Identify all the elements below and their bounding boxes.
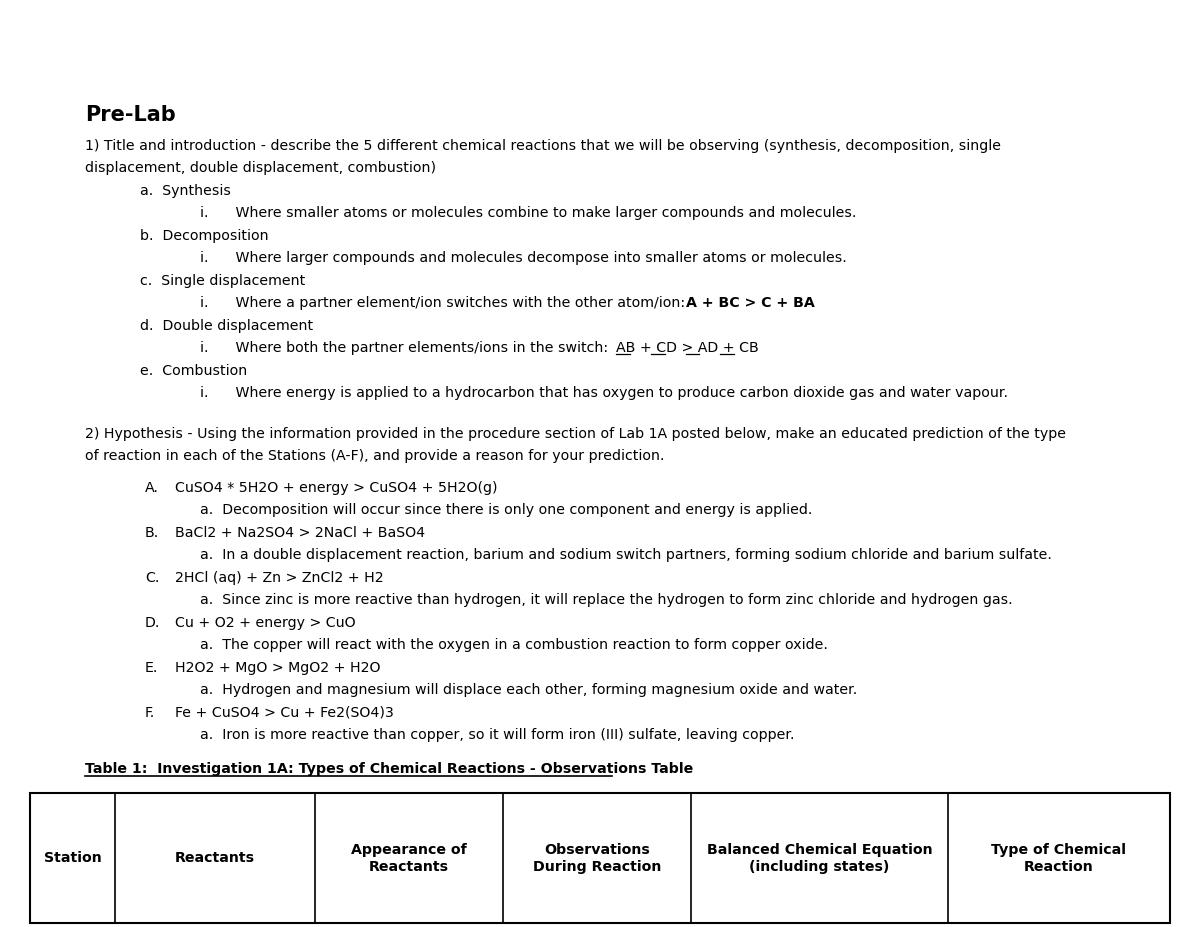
Text: a.  Iron is more reactive than copper, so it will form iron (III) sulfate, leavi: a. Iron is more reactive than copper, so… [200, 729, 794, 743]
Text: Table 1:  Investigation 1A: Types of Chemical Reactions - Observations Table: Table 1: Investigation 1A: Types of Chem… [85, 762, 694, 776]
Text: i.      Where both the partner elements/ions in the switch:: i. Where both the partner elements/ions … [200, 341, 613, 355]
Text: E.: E. [145, 661, 158, 675]
Text: BaCl2 + Na2SO4 > 2NaCl + BaSO4: BaCl2 + Na2SO4 > 2NaCl + BaSO4 [175, 526, 425, 540]
Text: displacement, double displacement, combustion): displacement, double displacement, combu… [85, 161, 436, 175]
Text: a.  In a double displacement reaction, barium and sodium switch partners, formin: a. In a double displacement reaction, ba… [200, 548, 1052, 563]
Text: Type of Chemical
Reaction: Type of Chemical Reaction [991, 844, 1127, 873]
Text: B.: B. [145, 526, 160, 540]
Text: Pre-Lab: Pre-Lab [85, 105, 175, 125]
Text: Balanced Chemical Equation
(including states): Balanced Chemical Equation (including st… [707, 844, 932, 873]
Text: i.      Where energy is applied to a hydrocarbon that has oxygen to produce carb: i. Where energy is applied to a hydrocar… [200, 387, 1008, 400]
Text: D.: D. [145, 616, 161, 629]
Text: of reaction in each of the Stations (A-F), and provide a reason for your predict: of reaction in each of the Stations (A-F… [85, 450, 665, 464]
Text: i.      Where larger compounds and molecules decompose into smaller atoms or mol: i. Where larger compounds and molecules … [200, 251, 847, 265]
Text: Fe + CuSO4 > Cu + Fe2(SO4)3: Fe + CuSO4 > Cu + Fe2(SO4)3 [175, 705, 394, 719]
Text: F.: F. [145, 705, 155, 719]
Text: C.: C. [145, 571, 160, 585]
Text: Station: Station [44, 852, 102, 866]
Text: a.  Synthesis: a. Synthesis [140, 184, 230, 197]
Text: Observations
During Reaction: Observations During Reaction [533, 844, 661, 873]
Text: A + BC > C + BA: A + BC > C + BA [685, 297, 815, 311]
Text: Reactants: Reactants [175, 852, 256, 866]
Text: e.  Combustion: e. Combustion [140, 363, 247, 377]
Text: 1) Title and introduction - describe the 5 different chemical reactions that we : 1) Title and introduction - describe the… [85, 139, 1001, 153]
Text: CuSO4 * 5H2O + energy > CuSO4 + 5H2O(g): CuSO4 * 5H2O + energy > CuSO4 + 5H2O(g) [175, 481, 498, 495]
Text: A.: A. [145, 481, 158, 495]
Bar [30, 794, 1170, 923]
Text: a.  Hydrogen and magnesium will displace each other, forming magnesium oxide and: a. Hydrogen and magnesium will displace … [200, 683, 857, 697]
Text: a.  The copper will react with the oxygen in a combustion reaction to form coppe: a. The copper will react with the oxygen… [200, 639, 828, 653]
Text: c.  Single displacement: c. Single displacement [140, 273, 305, 287]
Text: Appearance of
Reactants: Appearance of Reactants [352, 844, 467, 873]
Text: b.  Decomposition: b. Decomposition [140, 229, 269, 243]
Text: AB + CD > AD + CB: AB + CD > AD + CB [616, 341, 758, 355]
Text: i.      Where a partner element/ion switches with the other atom/ion:: i. Where a partner element/ion switches … [200, 297, 690, 311]
Text: H2O2 + MgO > MgO2 + H2O: H2O2 + MgO > MgO2 + H2O [175, 661, 380, 675]
Text: a.  Decomposition will occur since there is only one component and energy is app: a. Decomposition will occur since there … [200, 503, 812, 517]
Text: a.  Since zinc is more reactive than hydrogen, it will replace the hydrogen to f: a. Since zinc is more reactive than hydr… [200, 593, 1013, 607]
Text: 2) Hypothesis - Using the information provided in the procedure section of Lab 1: 2) Hypothesis - Using the information pr… [85, 426, 1066, 440]
Text: i.      Where smaller atoms or molecules combine to make larger compounds and mo: i. Where smaller atoms or molecules comb… [200, 206, 857, 221]
Text: d.  Double displacement: d. Double displacement [140, 319, 313, 333]
Text: Cu + O2 + energy > CuO: Cu + O2 + energy > CuO [175, 616, 355, 629]
Text: 2HCl (aq) + Zn > ZnCl2 + H2: 2HCl (aq) + Zn > ZnCl2 + H2 [175, 571, 384, 585]
